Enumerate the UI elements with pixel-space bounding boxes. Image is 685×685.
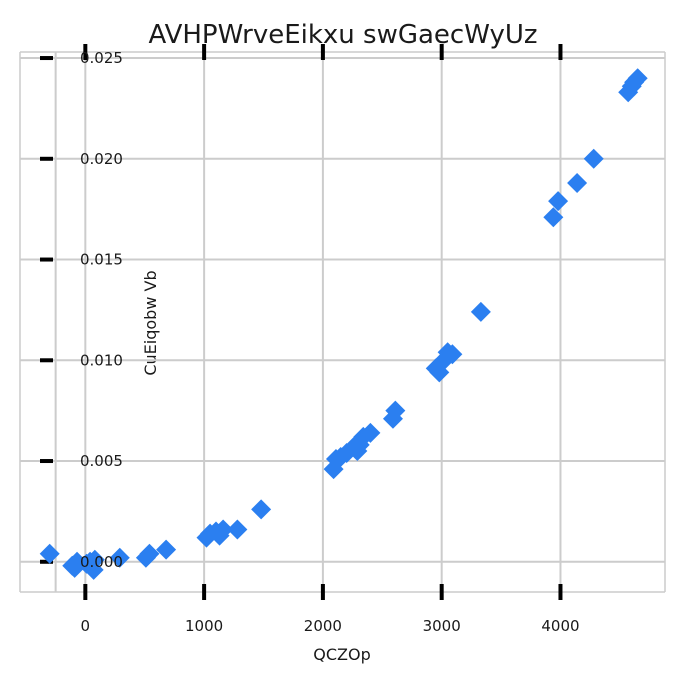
x-tick-label: 2000 <box>304 617 342 635</box>
axis-ticks <box>40 44 563 600</box>
y-tick-label: 0.015 <box>80 251 123 269</box>
y-tick-label: 0.025 <box>80 49 123 67</box>
x-tick-label: 1000 <box>185 617 223 635</box>
y-tick-label: 0.005 <box>80 452 123 470</box>
data-point <box>470 301 491 322</box>
data-point <box>385 400 406 421</box>
data-point <box>543 207 564 228</box>
grid-lines <box>20 52 665 592</box>
tick-labels: 0 1000 2000 3000 4000 0.000 0.005 0.010 0.015 0.0… <box>80 49 580 635</box>
data-point <box>627 68 648 89</box>
data-point <box>548 191 569 212</box>
y-axis-label: CuEiqobw Vb <box>141 270 160 375</box>
data-point <box>567 172 588 193</box>
x-tick-label: 0 <box>81 617 91 635</box>
y-tick-label: 0.010 <box>80 351 123 369</box>
data-point <box>251 499 272 520</box>
data-point <box>213 519 234 540</box>
data-point <box>156 539 177 560</box>
x-axis-label: QCZOp <box>313 645 370 664</box>
x-tick-label: 4000 <box>541 617 579 635</box>
data-point <box>442 344 463 365</box>
data-point <box>139 543 160 564</box>
plot-frame <box>19 51 666 593</box>
data-point <box>360 422 381 443</box>
y-tick-label: 0.000 <box>80 553 123 571</box>
data-points <box>39 68 648 580</box>
data-point <box>84 549 105 570</box>
x-tick-label: 3000 <box>423 617 461 635</box>
data-point <box>39 543 60 564</box>
data-point <box>583 148 604 169</box>
data-point <box>227 519 248 540</box>
data-point <box>109 547 130 568</box>
y-tick-label: 0.020 <box>80 150 123 168</box>
chart-title: AVHPWrveEikxu swGaecWyUz <box>148 20 537 50</box>
